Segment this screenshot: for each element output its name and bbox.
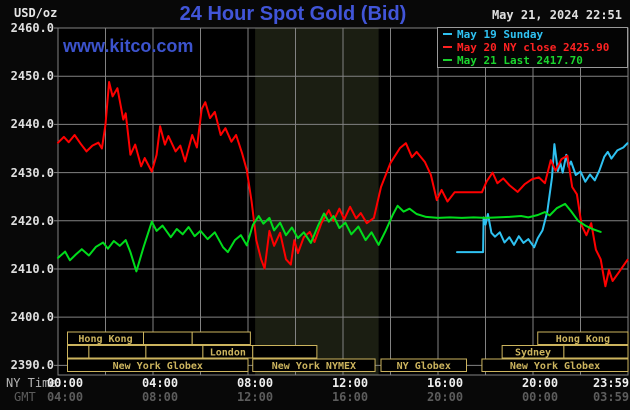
session-box (563, 345, 629, 359)
legend-item-may19: May 19 Sunday (438, 28, 627, 41)
y-tick-label: 2410.0 (10, 262, 54, 276)
series-line-may-20 (57, 81, 629, 288)
session-box-ny-globex (380, 358, 467, 372)
session-box-hong-kong (537, 331, 629, 345)
may19-line-swatch (443, 33, 452, 35)
legend-item-may21: May 21 Last 2417.70 (438, 54, 627, 67)
x-tick-ny: 23:59 (592, 376, 630, 390)
y-tick-label: 2450.0 (10, 69, 54, 83)
plot-border (57, 27, 629, 376)
y-tick-label: 2420.0 (10, 214, 54, 228)
ny-time-axis-caption: NY Time (6, 376, 57, 390)
session-box (145, 345, 204, 359)
session-label: New York Globex (510, 361, 600, 372)
nymex-session-band (255, 28, 379, 375)
session-label: Hong Kong (78, 334, 132, 345)
x-tick-gmt: 03:59 (592, 390, 630, 404)
y-tick-label: 2390.0 (10, 358, 54, 372)
x-tick-gmt: 20:00 (426, 390, 464, 404)
x-tick-gmt: 12:00 (236, 390, 274, 404)
y-tick-label: 2400.0 (10, 310, 54, 324)
series-line-may-21 (57, 202, 602, 273)
session-label: Hong Kong (556, 334, 610, 345)
legend-item-may20: May 20 NY close 2425.90 (438, 41, 627, 54)
session-box (88, 345, 147, 359)
gmt-axis-caption: GMT (14, 390, 36, 404)
x-tick-ny: 20:00 (521, 376, 559, 390)
session-box (252, 345, 318, 359)
x-tick-ny: 04:00 (141, 376, 179, 390)
may21-line-swatch (443, 59, 452, 61)
session-label: Sydney (515, 348, 551, 359)
page-title: 24 Hour Spot Gold (Bid) (179, 3, 407, 25)
x-tick-gmt: 08:00 (141, 390, 179, 404)
session-label: NY Globex (397, 361, 451, 372)
x-tick-ny: 16:00 (426, 376, 464, 390)
may20-line-swatch (443, 46, 452, 48)
x-tick-gmt: 00:00 (521, 390, 559, 404)
x-tick-ny: 08:00 (236, 376, 274, 390)
legend: May 19 Sunday May 20 NY close 2425.90 Ma… (437, 27, 628, 68)
session-label: New York NYMEX (272, 361, 356, 372)
session-label: New York Globex (113, 361, 203, 372)
y-tick-label: 2440.0 (10, 117, 54, 131)
legend-label: May 19 Sunday (457, 28, 544, 41)
y-tick-label: 2430.0 (10, 166, 54, 180)
session-box-new-york-nymex (252, 358, 376, 372)
x-tick-gmt: 04:00 (46, 390, 84, 404)
y-tick-label: 2460.0 (10, 21, 54, 35)
chart-timestamp: May 21, 2024 22:51 (491, 8, 622, 22)
session-box-new-york-globex (481, 358, 629, 372)
session-box (143, 331, 193, 345)
session-box (67, 345, 90, 359)
series-line-may-19-sunday (456, 142, 629, 254)
session-box (191, 331, 251, 345)
session-box-new-york-globex (67, 358, 249, 372)
kitco-watermark-link[interactable]: www.kitco.com (63, 36, 194, 56)
legend-label: May 21 Last 2417.70 (457, 54, 583, 67)
x-tick-ny: 00:00 (46, 376, 84, 390)
y-axis-unit-label: USD/oz (14, 6, 58, 20)
session-label: London (210, 348, 246, 359)
x-tick-gmt: 16:00 (331, 390, 369, 404)
legend-label: May 20 NY close 2425.90 (457, 41, 610, 54)
x-tick-ny: 12:00 (331, 376, 369, 390)
